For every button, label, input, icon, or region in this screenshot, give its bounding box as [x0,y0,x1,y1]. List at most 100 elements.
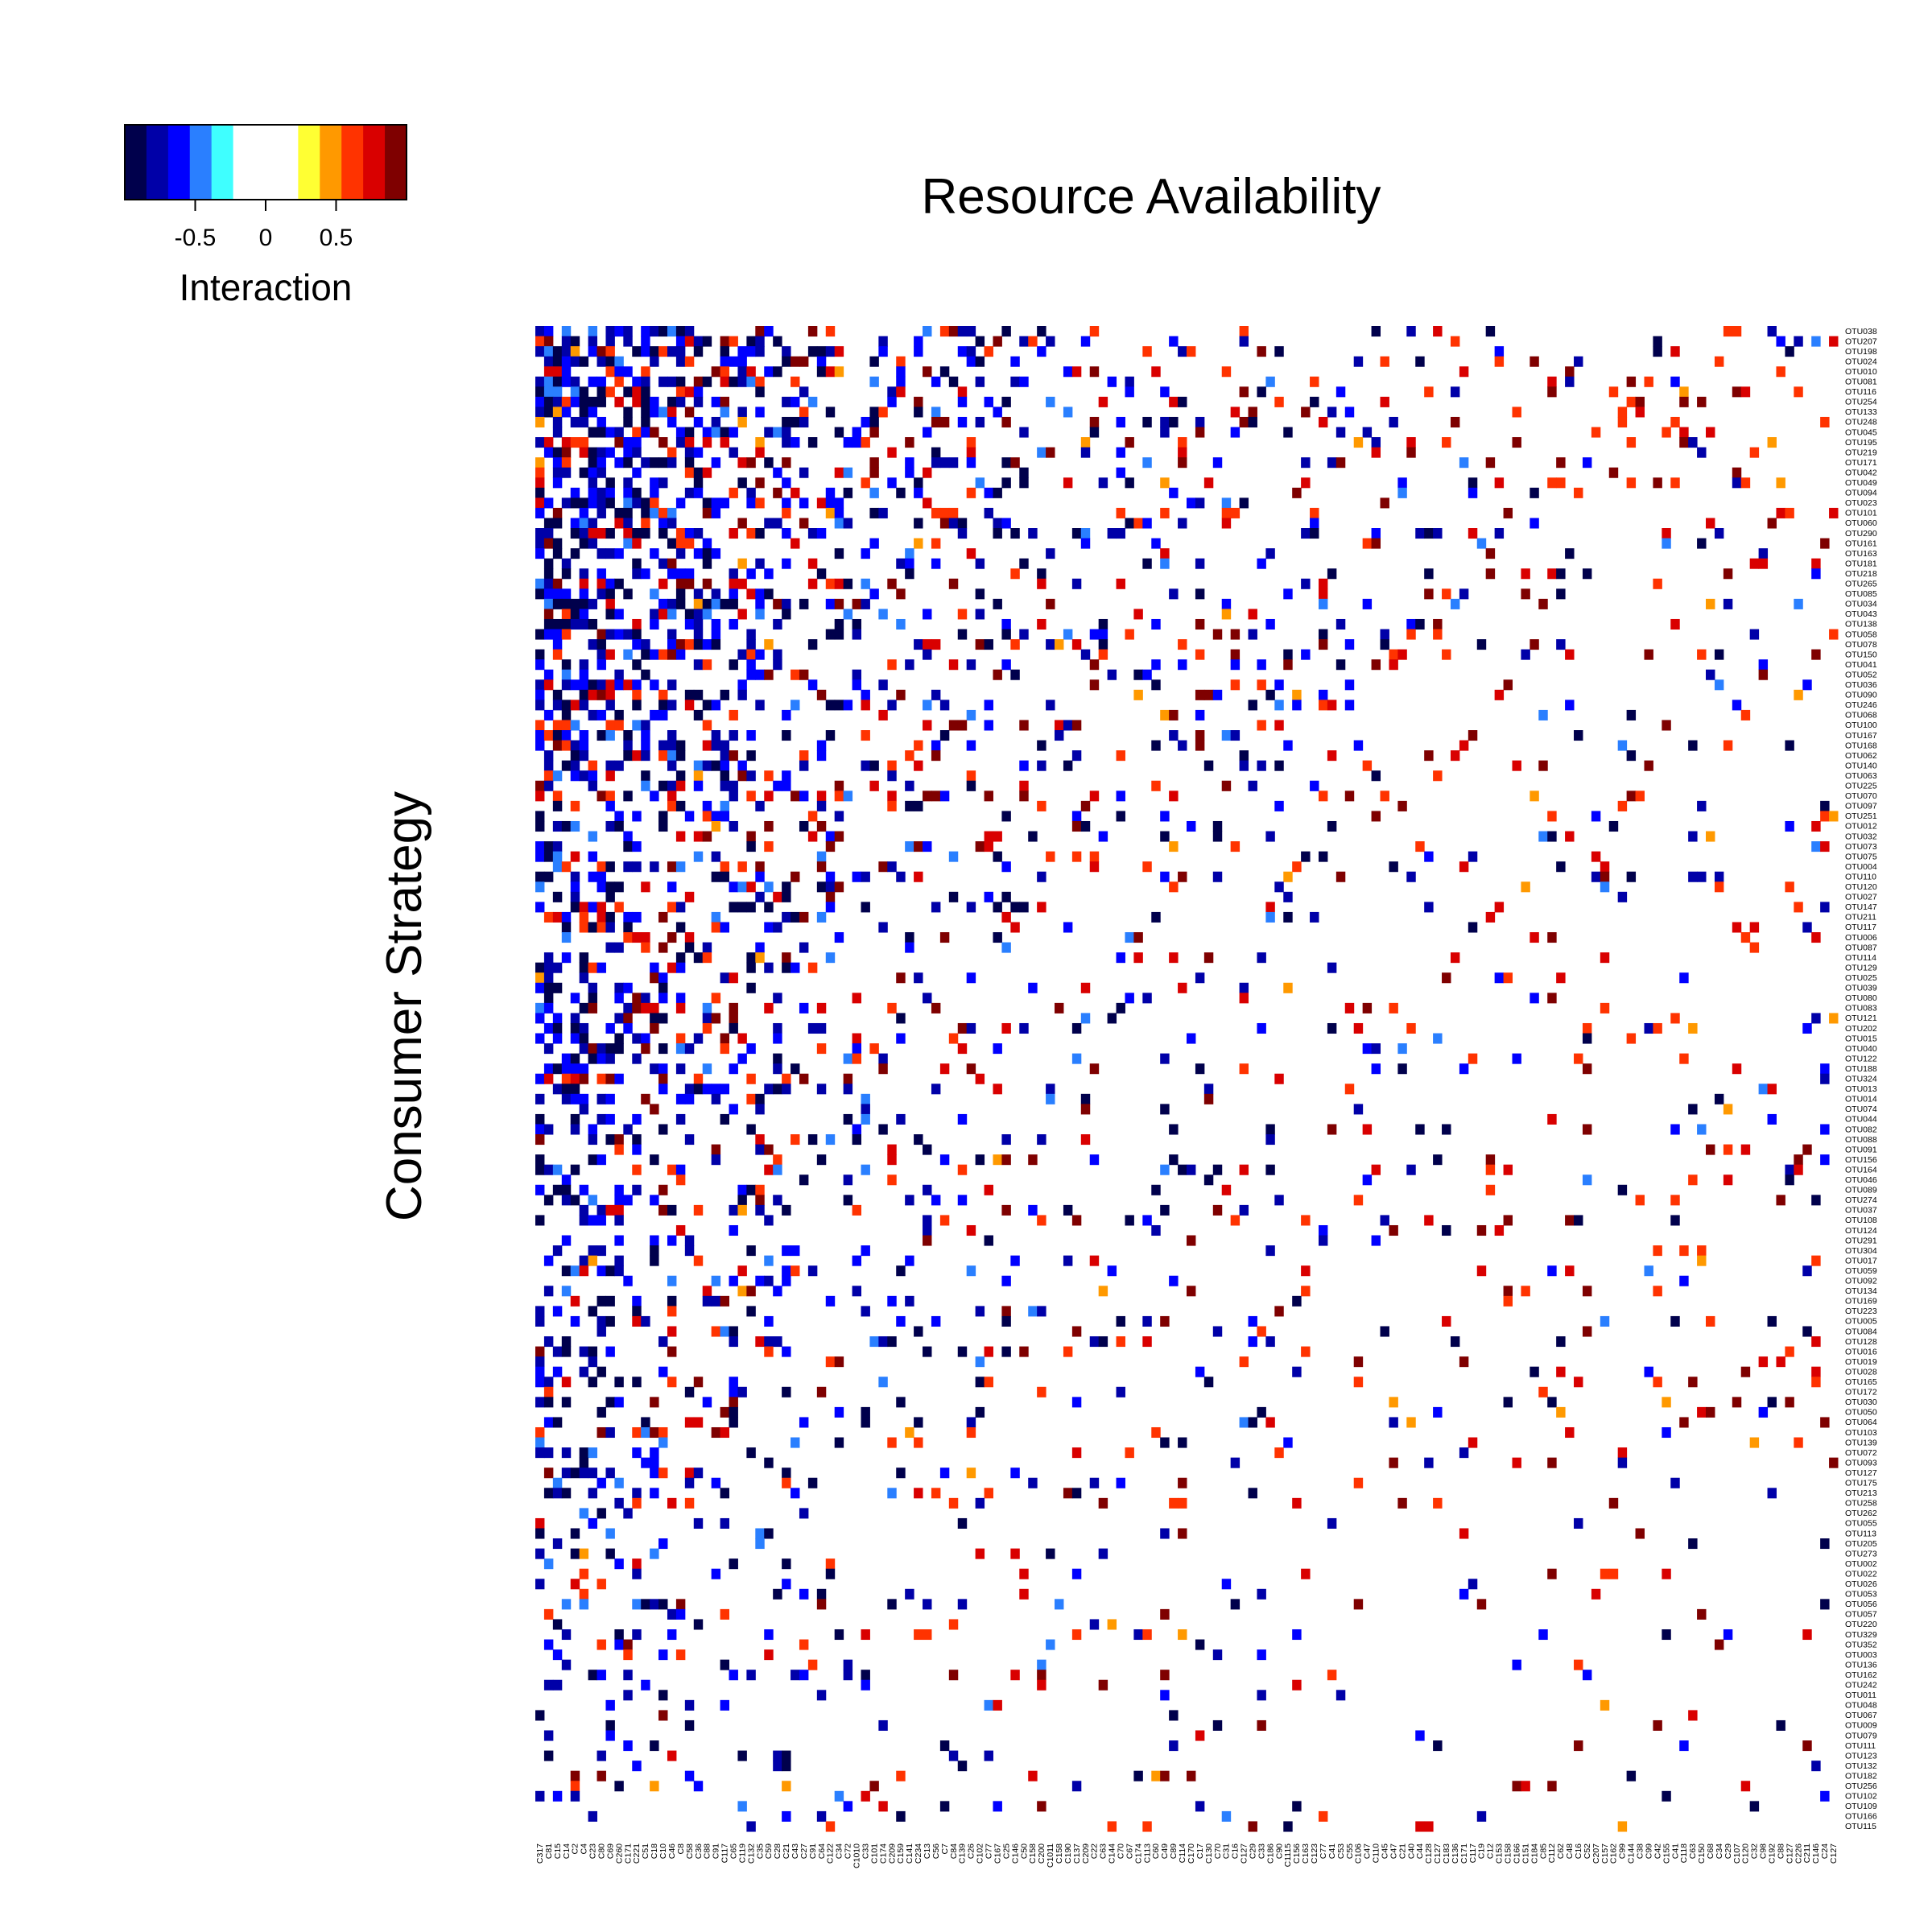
column-label: C99 [1644,1843,1653,1859]
heatmap-cell [543,1679,554,1690]
heatmap-cell [535,1366,545,1377]
heatmap-cell [579,1033,589,1044]
heatmap-cell [966,356,976,367]
heatmap-cell [561,356,572,367]
heatmap-cell [605,609,615,620]
heatmap-cell [896,356,906,367]
heatmap-cell [1714,679,1724,691]
heatmap-cell [1327,700,1337,711]
row-label: OTU052 [1845,670,1877,679]
row-label: OTU032 [1845,832,1877,841]
heatmap-cell [825,881,836,893]
heatmap-cell [1380,629,1389,640]
heatmap-cell [1080,649,1091,660]
heatmap-cell [931,791,941,802]
heatmap-cell [667,730,677,741]
heatmap-cell [1344,1002,1355,1013]
column-label: C123 [1310,1843,1319,1864]
heatmap-cell [1371,1063,1381,1075]
heatmap-cell [650,1104,659,1115]
heatmap-cell [1028,336,1038,347]
heatmap-cell [597,548,606,559]
heatmap-cell [1758,1084,1769,1095]
row-label: OTU352 [1845,1640,1877,1649]
heatmap-cell [791,538,800,549]
heatmap-cell [561,1346,572,1357]
row-label: OTU023 [1845,498,1877,508]
heatmap-cell [1820,1599,1830,1610]
heatmap-cell [588,447,598,458]
heatmap-cell [561,1174,572,1186]
heatmap-cell [605,528,615,539]
heatmap-cell [1582,1124,1592,1135]
heatmap-cell [711,700,721,711]
heatmap-cell [684,568,695,580]
heatmap-cell [773,1063,782,1075]
heatmap-cell [869,427,879,438]
heatmap-cell [711,1426,721,1439]
heatmap-cell [561,437,572,448]
row-label: OTU115 [1845,1822,1876,1831]
heatmap-cell [1415,618,1425,630]
heatmap-cell [1080,1093,1091,1104]
row-label: OTU045 [1845,427,1877,437]
heatmap-cell [816,497,827,509]
heatmap-cell [1820,1124,1830,1135]
heatmap-cell [658,709,668,720]
heatmap-cell [1767,1397,1777,1408]
heatmap-cell [843,1073,853,1084]
heatmap-cell [782,558,791,569]
heatmap-cell [1125,629,1134,640]
heatmap-cell [552,1306,563,1317]
heatmap-cell [1389,1002,1398,1013]
heatmap-cell [543,770,554,782]
heatmap-cell [535,1113,545,1125]
heatmap-cell [1565,1215,1575,1226]
heatmap-cell [623,1022,633,1034]
heatmap-cell [693,487,704,498]
column-label: C159 [896,1843,906,1864]
heatmap-cell [588,902,598,913]
heatmap-cell [543,558,554,569]
row-label: OTU044 [1845,1115,1877,1125]
heatmap-cell [614,396,624,407]
heatmap-cell [552,1417,563,1428]
heatmap-cell [667,1295,677,1307]
heatmap-cell [1485,1164,1496,1175]
heatmap-cell [570,770,580,782]
heatmap-cell [552,1477,563,1488]
heatmap-cell [552,1084,563,1095]
heatmap-cell [597,1295,606,1307]
heatmap-cell [1512,1659,1521,1670]
heatmap-cell [561,1629,572,1641]
column-label: C56 [931,1843,941,1859]
heatmap-cell [1089,366,1100,378]
heatmap-cell [605,1113,615,1125]
heatmap-cell [1098,1679,1108,1690]
heatmap-cell [1653,1377,1662,1388]
heatmap-cell [632,1315,642,1327]
heatmap-cell [896,1770,906,1781]
heatmap-cell [1010,639,1020,650]
heatmap-cell [843,578,853,589]
heatmap-cell [1203,689,1214,700]
heatmap-cell [588,851,598,862]
heatmap-cell [1442,1124,1451,1135]
heatmap-cell [543,841,554,852]
heatmap-cell [1547,477,1557,489]
heatmap-cell [552,820,563,832]
heatmap-cell [588,407,598,418]
row-label: OTU113 [1845,1529,1876,1538]
heatmap-cell [552,1346,563,1357]
legend-swatch [254,125,278,200]
heatmap-cell [720,437,730,448]
heatmap-cell [650,1022,659,1034]
heatmap-cell [1714,649,1724,660]
heatmap-cell [1732,700,1742,711]
heatmap-cell [720,1699,730,1711]
heatmap-cell [1442,437,1451,448]
heatmap-cell [1142,518,1152,529]
heatmap-cell [597,649,606,660]
heatmap-cell [1071,1781,1082,1792]
heatmap-cell [948,457,959,469]
